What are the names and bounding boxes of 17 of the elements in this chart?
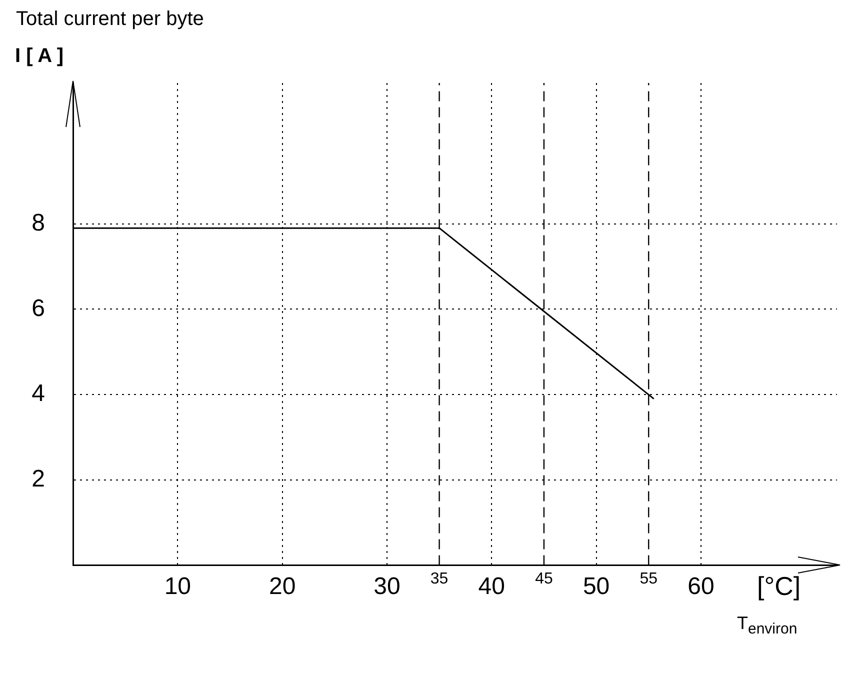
- ref-line-label: 35: [430, 570, 448, 588]
- x-tick-label: 30: [374, 573, 400, 600]
- ref-line-label: 45: [535, 570, 553, 588]
- ref-line-label: 55: [640, 570, 658, 588]
- x-tick-label: 20: [268, 573, 296, 600]
- x-axis-title: [°C]: [757, 571, 801, 602]
- chart-title: Total current per byte: [16, 8, 204, 31]
- y-axis-title: I [ A ]: [15, 45, 64, 68]
- y-tick-label: 4: [32, 380, 45, 408]
- y-tick-label: 2: [32, 465, 45, 492]
- x-tick-label: 10: [164, 573, 192, 600]
- y-tick-label: 8: [32, 209, 45, 236]
- text: T$_{environ}$: [737, 613, 798, 638]
- y-tick-label: 6: [32, 294, 45, 322]
- x-tick-label: 40: [478, 573, 505, 600]
- x-tick-label: 60: [688, 573, 714, 600]
- x-tick-label: 50: [582, 573, 610, 600]
